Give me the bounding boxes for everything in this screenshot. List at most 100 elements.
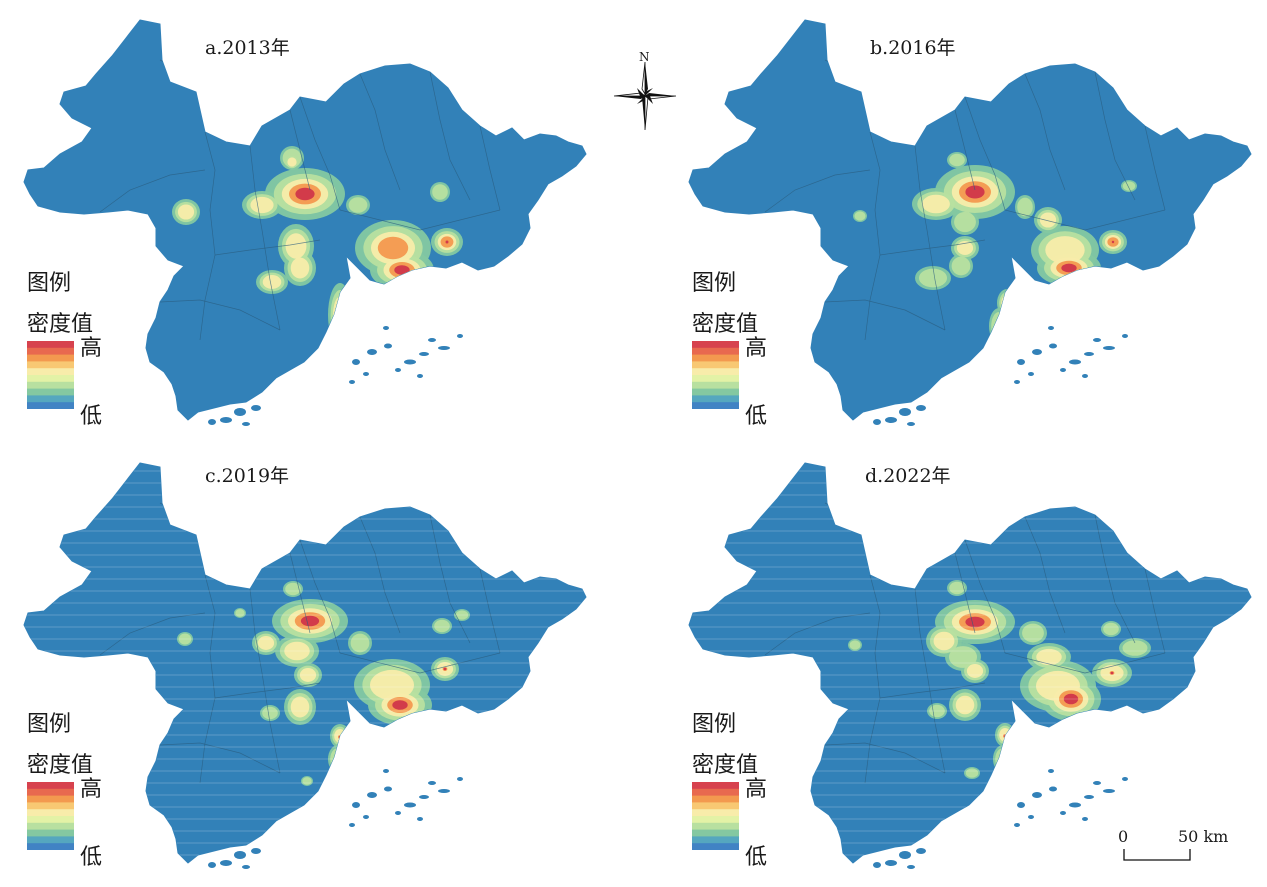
island [1017,359,1025,365]
boundary-line [99,612,206,656]
boundary-line [199,574,216,784]
boundary-line [964,539,1006,654]
scale-zero-label: 0 [1118,827,1129,846]
legend-title-line1: 图例 [27,271,72,296]
density-contour [287,157,297,167]
density-contour [443,667,447,671]
boundary-line [914,588,946,774]
panel-title-2016: b.2016年 [870,37,956,59]
legend-color-step [27,368,74,376]
island [1049,786,1057,792]
boundary-line [429,71,471,201]
boundary-line [299,96,341,211]
density-contour [290,696,310,718]
island [1082,817,1088,821]
boundary-line [429,514,471,644]
legend-color-step [27,388,74,396]
boundary-line [339,652,501,674]
island [1103,789,1115,793]
density-map-2016 [688,19,1252,426]
legend-color-step [27,843,74,850]
density-contour [455,610,469,620]
boundary-line [954,552,976,634]
island [395,368,401,372]
island [349,380,355,384]
island [234,408,246,416]
legend-color-step [27,361,74,369]
island [1032,349,1042,355]
boundary-line [359,73,401,191]
legend-color-step [692,843,739,850]
legend-color-step [27,829,74,837]
island [251,405,261,411]
island [1103,346,1115,350]
legend-low-label: 低 [80,404,103,429]
island [349,823,355,827]
legend-title-line2: 密度值 [692,312,759,337]
boundary-line [914,145,946,331]
legend-color-step [27,782,74,790]
density-contour [298,370,306,380]
panel-title-2013: a.2013年 [205,37,290,59]
legend-color-ramp [27,782,74,850]
density-contour [295,187,315,201]
map-panel-2022: d.2022年 图例 密度值 高 低 [665,443,1265,873]
legend-color-ramp [27,341,74,409]
island [899,851,911,859]
boundary-line [864,574,881,784]
density-contour [1017,197,1033,217]
boundary-line [299,539,341,654]
island [1122,334,1128,338]
density-contour [1004,302,1010,310]
island [1122,777,1128,781]
boundary-line [954,109,976,191]
island [220,417,232,423]
density-contour [284,641,310,661]
density-contour [257,636,275,650]
boundary-line [1004,652,1166,674]
boundary-line [359,516,401,634]
island [352,359,360,365]
density-contour [262,275,282,289]
boundary-line [214,239,321,256]
density-contour [965,768,979,778]
legend-color-step [27,836,74,844]
legend-color-step [27,354,74,362]
island [885,417,897,423]
boundary-line [1094,514,1136,644]
boundary-line [199,131,216,341]
island [395,811,401,815]
density-hotspots [853,152,1137,344]
density-contour [333,296,347,334]
legend-title-line1: 图例 [692,712,737,737]
island [1060,368,1066,372]
island [1049,343,1057,349]
legend-title-line2: 密度值 [27,753,94,778]
density-contour [949,153,965,167]
legend-color-ramp [692,341,739,409]
legend-color-step [27,375,74,383]
density-contour [1111,240,1115,244]
island [428,781,436,785]
density-contour [445,240,449,244]
density-contour [1103,622,1119,636]
island [234,851,246,859]
legend-high-label: 高 [745,336,768,361]
island [1093,781,1101,785]
island [363,372,369,376]
boundary-line [964,96,1006,211]
legend-color-step [692,341,739,349]
density-contour [250,196,274,214]
legend-color-step [692,388,739,396]
island [1082,374,1088,378]
boundary-line [289,109,311,191]
density-map-2019 [23,462,587,869]
legend-color-step [27,395,74,403]
boundary-line [249,145,281,331]
density-contour [377,236,409,260]
density-contour [1001,294,1013,312]
density-contour [918,268,948,288]
legend-color-step [692,836,739,844]
boundary-line [864,131,881,341]
island [242,422,250,426]
